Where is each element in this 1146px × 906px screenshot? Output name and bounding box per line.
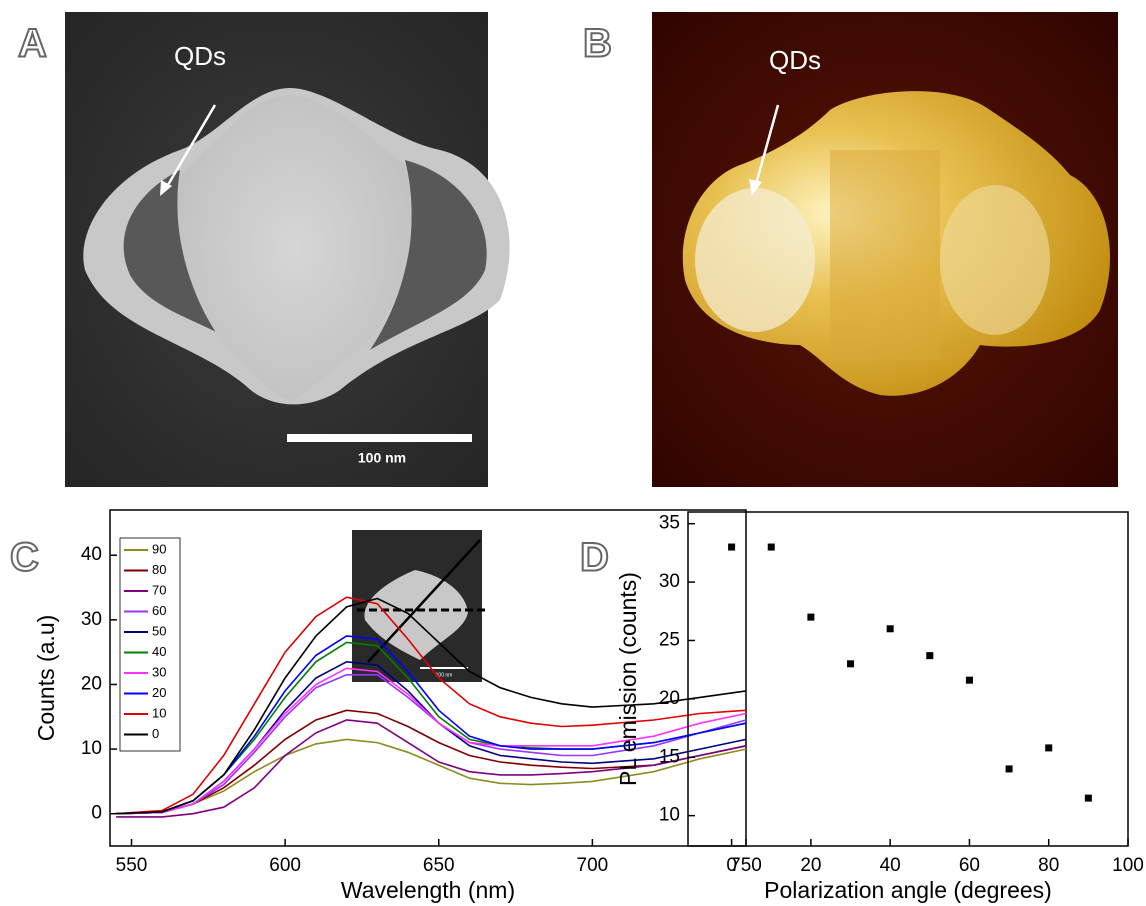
x-tick-label: 700 — [577, 855, 609, 876]
point — [847, 660, 855, 668]
x-tick-label: 550 — [116, 855, 148, 876]
x-tick-label: 100 — [1112, 855, 1144, 876]
x-tick-label: 650 — [423, 855, 455, 876]
point — [965, 676, 973, 684]
legend-box — [119, 537, 181, 752]
point — [767, 543, 775, 551]
legend-label: 0 — [152, 726, 159, 741]
x-tick-label: 60 — [959, 855, 980, 876]
legend-label: 30 — [152, 664, 166, 679]
point — [1045, 744, 1053, 752]
x-tick-label: 600 — [269, 855, 301, 876]
y-tick-label: 40 — [81, 544, 102, 565]
x-tick-label: 80 — [1038, 855, 1059, 876]
sem-image — [65, 12, 510, 487]
plot-frame — [109, 509, 747, 847]
y-tick-label: 10 — [81, 738, 102, 759]
series-line — [116, 709, 747, 815]
inset-scale-label: 100 nm — [436, 672, 453, 678]
inset-image — [352, 530, 485, 682]
series-line — [116, 719, 747, 818]
y-tick-label: 25 — [659, 629, 680, 650]
afm-image — [652, 12, 1118, 487]
y-tick-label: 35 — [659, 513, 680, 534]
y-tick-label: 20 — [659, 688, 680, 709]
panel-label: C — [10, 536, 39, 580]
scale-label: 100 nm — [358, 450, 406, 466]
point — [926, 652, 934, 660]
x-tick-label: 750 — [730, 855, 762, 876]
point — [728, 543, 736, 551]
legend-label: 20 — [152, 685, 166, 700]
y-tick-label: 20 — [81, 673, 102, 694]
annotation: QDs — [769, 45, 821, 75]
legend-label: 40 — [152, 644, 166, 659]
legend-label: 70 — [152, 582, 166, 597]
point — [807, 613, 815, 621]
annotation: QDs — [174, 41, 226, 71]
series-line — [116, 667, 747, 815]
y-axis-label: PL emission (counts) — [615, 572, 641, 786]
legend-label: 80 — [152, 562, 166, 577]
series-line — [116, 738, 747, 815]
legend-label: 60 — [152, 603, 166, 618]
panel-label: B — [583, 22, 612, 66]
y-tick-label: 0 — [91, 803, 102, 824]
series-line — [116, 596, 747, 815]
panel-label: D — [580, 536, 609, 580]
panel-label: A — [18, 22, 47, 66]
point — [1084, 794, 1092, 802]
y-tick-label: 30 — [81, 609, 102, 630]
legend-label: 10 — [152, 705, 166, 720]
plot-frame — [687, 511, 1129, 847]
y-axis-label: Counts (a.u) — [33, 615, 59, 742]
y-tick-label: 15 — [659, 746, 680, 767]
x-axis-label: Polarization angle (degrees) — [764, 877, 1052, 903]
series-line — [116, 674, 747, 815]
x-tick-label: 20 — [800, 855, 821, 876]
x-axis-label: Wavelength (nm) — [341, 877, 515, 903]
series-line — [116, 597, 747, 815]
y-tick-label: 10 — [659, 805, 680, 826]
y-tick-label: 30 — [659, 571, 680, 592]
x-tick-label: 40 — [880, 855, 901, 876]
x-tick-label: 0 — [726, 855, 737, 876]
legend-label: 90 — [152, 541, 166, 556]
point — [1005, 765, 1013, 773]
point — [886, 625, 894, 633]
legend-label: 50 — [152, 623, 166, 638]
